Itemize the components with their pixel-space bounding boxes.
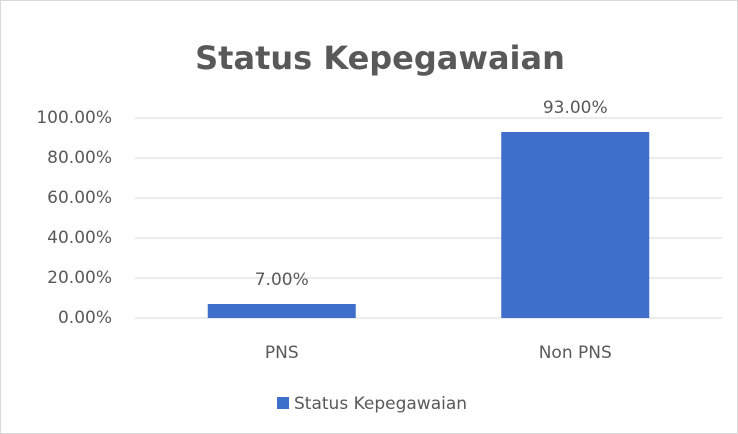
- y-tick-label: 100.00%: [36, 108, 112, 128]
- data-label: 93.00%: [543, 98, 608, 118]
- legend-label: Status Kepegawaian: [294, 394, 467, 414]
- legend-swatch: [277, 397, 289, 409]
- y-tick-label: 40.00%: [47, 228, 112, 248]
- bar: [207, 304, 356, 318]
- y-tick-label: 20.00%: [47, 268, 112, 288]
- data-label: 7.00%: [255, 270, 309, 290]
- chart-title: Status Kepegawaian: [195, 39, 565, 77]
- x-tick-label: PNS: [265, 343, 299, 363]
- y-tick-label: 80.00%: [47, 148, 112, 168]
- x-tick-label: Non PNS: [539, 343, 612, 363]
- y-tick-label: 60.00%: [47, 188, 112, 208]
- bar: [501, 132, 650, 318]
- y-tick-label: 0.00%: [58, 308, 112, 328]
